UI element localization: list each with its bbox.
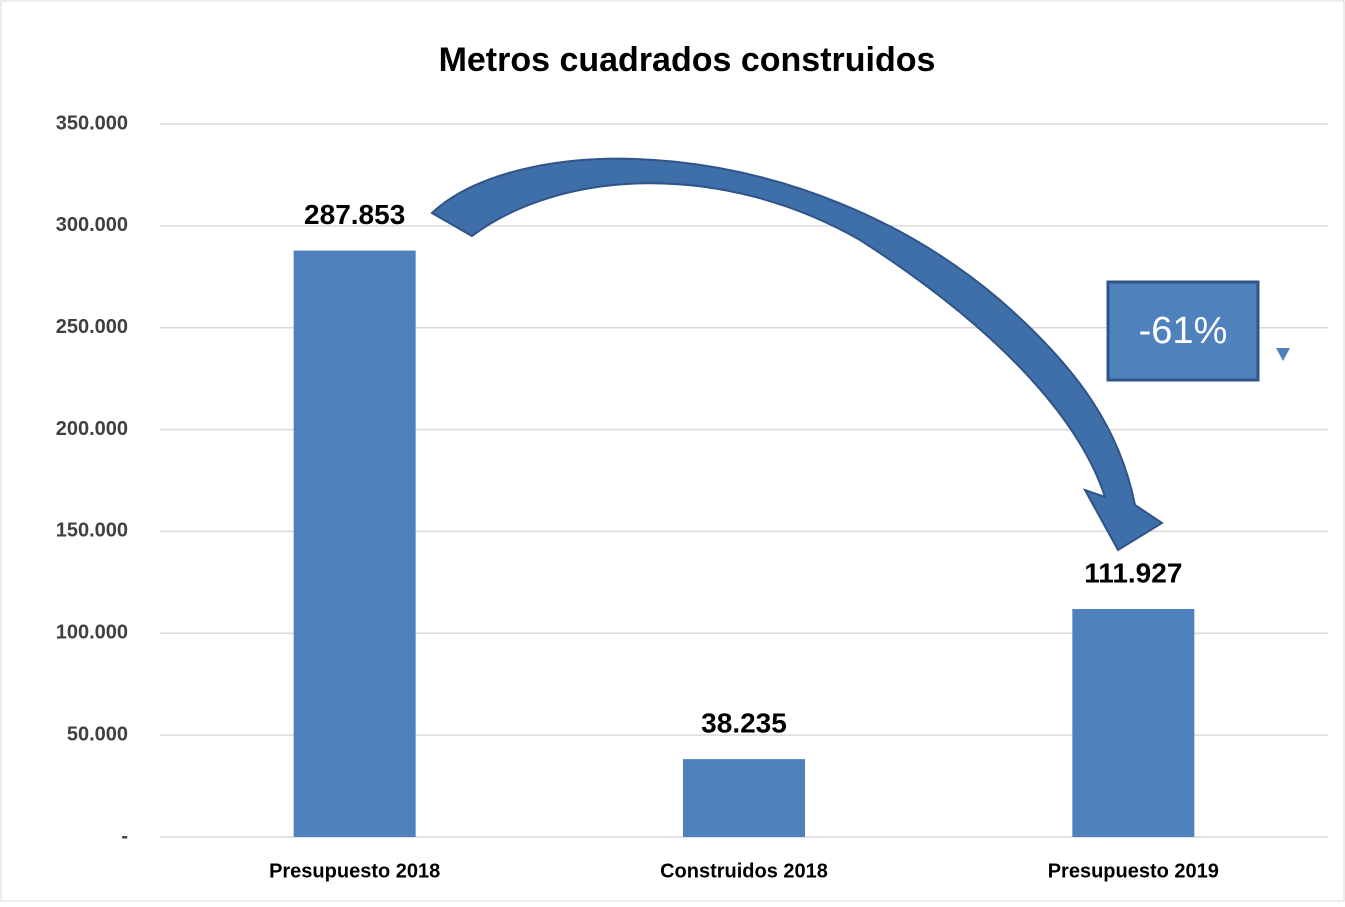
y-tick-label: -	[121, 825, 128, 847]
x-tick-label: Construidos 2018	[660, 860, 828, 882]
y-tick-label: 250.000	[56, 316, 128, 338]
annotation: -61%	[1139, 310, 1228, 352]
bar	[683, 759, 805, 837]
triangle-icon	[1276, 348, 1290, 361]
x-tick-label: Presupuesto 2019	[1048, 860, 1219, 882]
y-tick-label: 100.000	[56, 622, 128, 644]
y-tick-label: 200.000	[56, 418, 128, 440]
value-label: 111.927	[1084, 557, 1182, 588]
annotation-box	[1106, 280, 1260, 382]
chart-title: Metros cuadrados construidos	[439, 41, 936, 79]
arrow	[430, 157, 1164, 552]
bar	[1072, 608, 1195, 837]
value-label: 38.235	[701, 708, 787, 739]
value-label: 287.853	[304, 199, 405, 230]
bar	[293, 250, 416, 838]
y-tick-label: 50.000	[67, 723, 128, 745]
plot: - 50.000 100.000 150.000 200.000 250.000 300.0…	[56, 112, 1328, 882]
y-tick-label: 300.000	[56, 214, 128, 236]
y-tick-label: 350.000	[56, 112, 128, 134]
y-tick-label: 150.000	[56, 520, 128, 542]
x-tick-label: Presupuesto 2018	[269, 860, 440, 882]
